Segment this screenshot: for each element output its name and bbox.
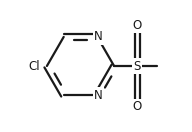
Text: S: S: [134, 60, 141, 72]
Text: O: O: [133, 100, 142, 113]
Text: Cl: Cl: [28, 60, 40, 72]
Text: N: N: [94, 30, 103, 43]
Text: N: N: [94, 89, 103, 102]
Text: O: O: [133, 19, 142, 32]
